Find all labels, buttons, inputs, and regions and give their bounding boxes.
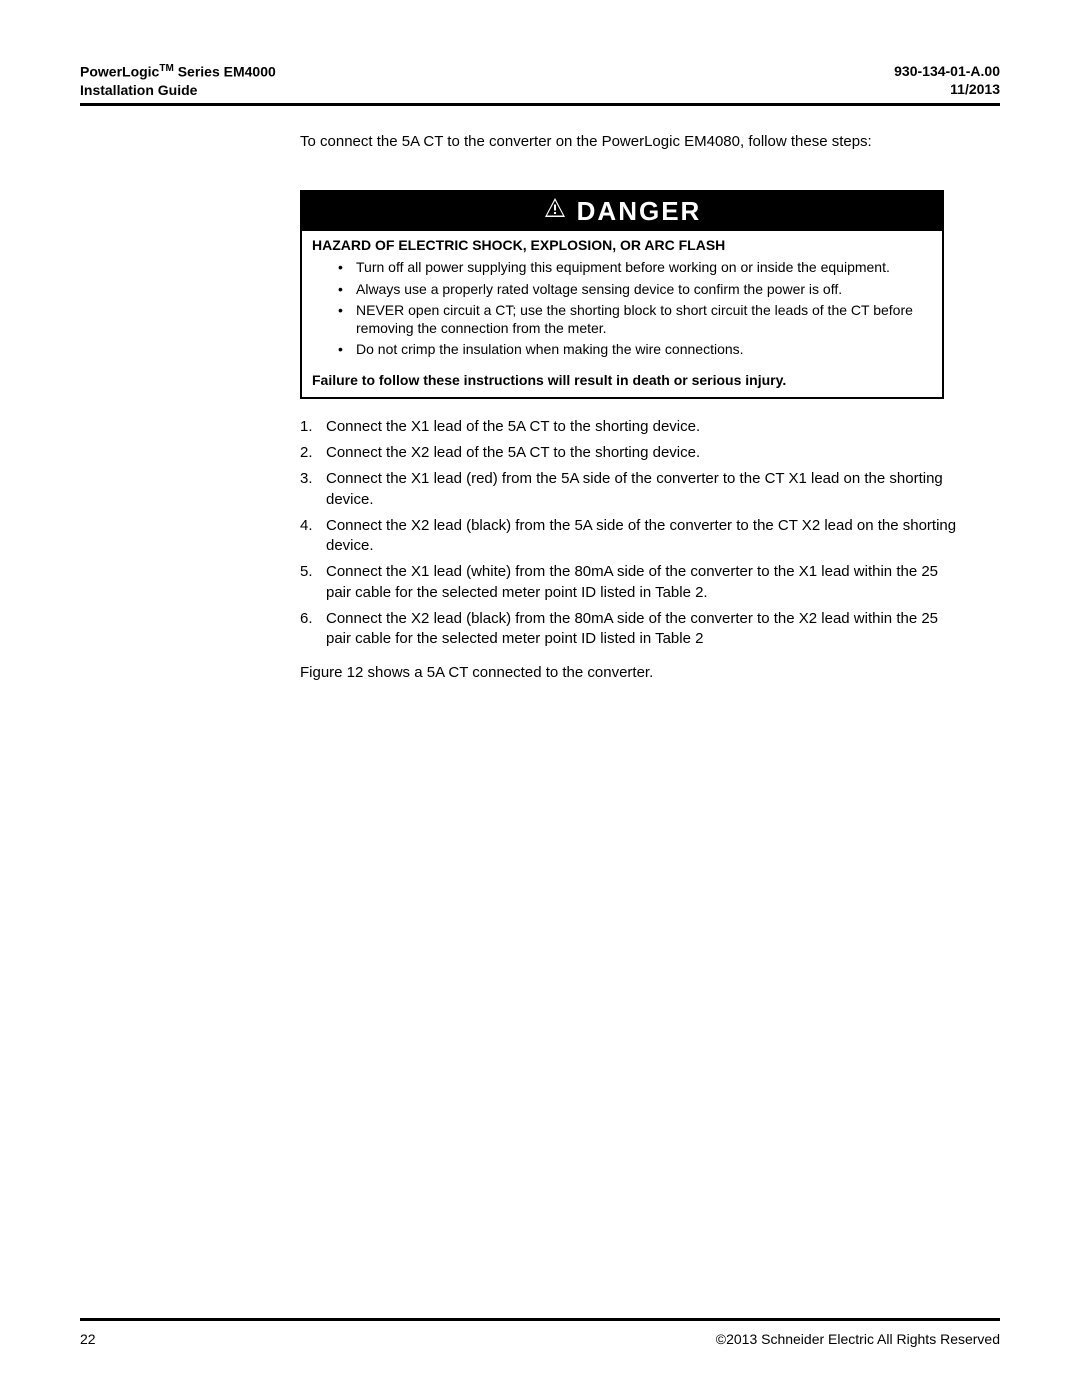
brand-prefix: PowerLogic <box>80 64 159 80</box>
page-footer: 22 ©2013 Schneider Electric All Rights R… <box>80 1318 1000 1347</box>
danger-header: DANGER <box>302 192 942 231</box>
step-item: Connect the X1 lead (red) from the 5A si… <box>300 469 960 510</box>
closing-paragraph: Figure 12 shows a 5A CT connected to the… <box>300 663 960 683</box>
danger-item: NEVER open circuit a CT; use the shortin… <box>338 302 932 337</box>
brand-suffix: Series EM4000 <box>174 64 276 80</box>
danger-box: DANGER HAZARD OF ELECTRIC SHOCK, EXPLOSI… <box>300 190 944 399</box>
step-item: Connect the X1 lead (white) from the 80m… <box>300 562 960 603</box>
content-area: To connect the 5A CT to the converter on… <box>300 132 960 684</box>
doc-number: 930-134-01-A.00 <box>894 62 1000 80</box>
step-item: Connect the X2 lead (black) from the 80m… <box>300 609 960 650</box>
doc-date: 11/2013 <box>894 80 1000 98</box>
danger-subheading: HAZARD OF ELECTRIC SHOCK, EXPLOSION, OR … <box>302 231 942 257</box>
steps-list: Connect the X1 lead of the 5A CT to the … <box>300 417 960 650</box>
brand-line: PowerLogicTM Series EM4000 <box>80 62 276 81</box>
step-item: Connect the X1 lead of the 5A CT to the … <box>300 417 960 437</box>
header-rule <box>80 103 1000 106</box>
page-number: 22 <box>80 1331 96 1347</box>
footer-row: 22 ©2013 Schneider Electric All Rights R… <box>80 1331 1000 1347</box>
page-header: PowerLogicTM Series EM4000 Installation … <box>80 62 1000 99</box>
warning-icon <box>543 196 567 227</box>
header-left: PowerLogicTM Series EM4000 Installation … <box>80 62 276 99</box>
danger-title: DANGER <box>577 196 702 227</box>
footer-rule <box>80 1318 1000 1321</box>
guide-subtitle: Installation Guide <box>80 81 276 99</box>
copyright-text: ©2013 Schneider Electric All Rights Rese… <box>716 1331 1000 1347</box>
intro-paragraph: To connect the 5A CT to the converter on… <box>300 132 960 152</box>
step-item: Connect the X2 lead of the 5A CT to the … <box>300 443 960 463</box>
danger-item: Do not crimp the insulation when making … <box>338 341 932 359</box>
danger-item: Always use a properly rated voltage sens… <box>338 281 932 299</box>
danger-consequence: Failure to follow these instructions wil… <box>302 367 942 397</box>
document-page: PowerLogicTM Series EM4000 Installation … <box>0 0 1080 684</box>
step-item: Connect the X2 lead (black) from the 5A … <box>300 516 960 557</box>
danger-item: Turn off all power supplying this equipm… <box>338 259 932 277</box>
header-right: 930-134-01-A.00 11/2013 <box>894 62 1000 98</box>
trademark: TM <box>159 63 173 74</box>
danger-list: Turn off all power supplying this equipm… <box>302 257 942 367</box>
